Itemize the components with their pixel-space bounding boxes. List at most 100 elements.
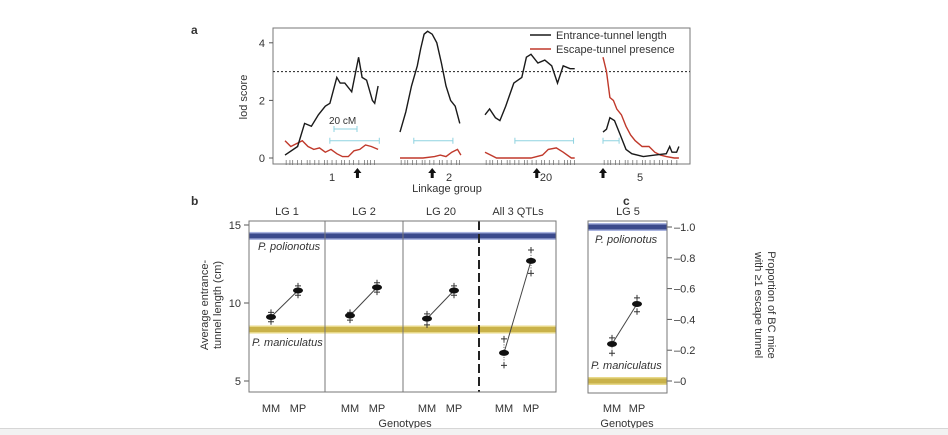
panel-label-c: c <box>623 194 630 208</box>
genotype-effect-line <box>611 303 638 345</box>
qtl-confidence-interval <box>329 137 380 144</box>
genotype-tick-label: MM <box>603 403 621 415</box>
facet-title: LG 20 <box>426 206 456 218</box>
panel-a-x-label: Linkage group <box>412 183 482 195</box>
panel-c-y-label-line1: Proportion of BC mice <box>765 251 777 359</box>
y-tick-label: –0.6 <box>674 284 695 296</box>
genotype-tick-label: MP <box>629 403 646 415</box>
mean-point <box>632 301 642 307</box>
panel-c-title: LG 5 <box>616 206 640 218</box>
error-plus-marker <box>609 334 615 341</box>
mean-point <box>266 314 276 321</box>
entrance-tunnel-lod-curve-lg5 <box>602 116 680 158</box>
entrance-tunnel-lod-curve-lg2 <box>399 30 461 133</box>
error-plus-marker <box>634 308 640 315</box>
error-plus-marker <box>528 270 534 277</box>
y-tick-label: –0.8 <box>674 253 695 265</box>
y-tick-label: –0 <box>674 376 686 388</box>
panel-a-frame <box>272 27 691 165</box>
entrance-tunnel-lod-curve-lg1 <box>284 57 379 156</box>
label-p-polionotus-b: P. polionotus <box>258 241 321 253</box>
mean-point <box>293 287 303 294</box>
panel-b-y-label-line1: Average entrance- <box>199 260 211 351</box>
genotype-tick-label: MM <box>262 403 280 415</box>
linkage-group-label: 5 <box>637 172 643 184</box>
linkage-group-label: 20 <box>540 172 552 184</box>
scale-bar-label: 20 cM <box>329 116 356 127</box>
panel-c-genotype-plot: LG 5 Proportion of BC mice with ≥1 escap… <box>587 206 777 430</box>
panel-c-y-label-line2: with ≥1 escape tunnel <box>752 251 764 358</box>
genotype-tick-label: MP <box>446 403 463 415</box>
escape-tunnel-lod-curve-lg5 <box>602 57 679 159</box>
qtl-arrow-icon <box>428 168 437 178</box>
genotype-effect-line <box>270 290 299 318</box>
error-plus-marker <box>424 321 430 328</box>
legend-entrance-tunnel-length: Entrance-tunnel length <box>556 30 667 42</box>
scale-bar-20cm <box>333 126 358 132</box>
panel-c-frame <box>587 220 668 394</box>
qtl-confidence-interval <box>413 137 454 144</box>
bottom-scroll-strip <box>0 428 948 435</box>
escape-tunnel-lod-curve-lg2 <box>400 148 462 159</box>
p-maniculatus-line <box>588 378 667 384</box>
genotype-tick-label: MP <box>290 403 307 415</box>
label-p-maniculatus-c: P. maniculatus <box>591 360 662 372</box>
genotype-effect-line <box>349 287 378 316</box>
mean-point <box>449 287 459 294</box>
qtl-confidence-interval <box>602 137 620 144</box>
mean-point <box>526 257 536 264</box>
panel-a-y-label: lod score <box>238 75 250 120</box>
panel-b-x-label: Genotypes <box>378 418 432 430</box>
legend-escape-tunnel-presence: Escape-tunnel presence <box>556 44 675 56</box>
facet-title: LG 1 <box>275 206 299 218</box>
facet-title: LG 2 <box>352 206 376 218</box>
escape-tunnel-lod-curve-lg1 <box>284 139 379 158</box>
facet-title: All 3 QTLs <box>492 206 544 218</box>
qtl-arrow-icon <box>532 168 541 178</box>
mean-point <box>422 315 432 322</box>
qtl-arrow-icon <box>353 168 362 178</box>
panel-b-frame <box>248 220 557 393</box>
y-tick-label: –1.0 <box>674 222 695 234</box>
genotype-tick-label: MM <box>418 403 436 415</box>
linkage-group-label: 2 <box>446 172 452 184</box>
error-plus-marker <box>634 294 640 301</box>
error-plus-marker <box>528 246 534 253</box>
y-tick-label: –0.2 <box>674 345 695 357</box>
linkage-group-label: 1 <box>329 172 335 184</box>
mean-point <box>372 284 382 291</box>
label-p-polionotus-c: P. polionotus <box>595 234 658 246</box>
panel-c-x-label: Genotypes <box>600 418 654 430</box>
mean-point <box>345 312 355 319</box>
genotype-tick-label: MM <box>495 403 513 415</box>
panel-label-b: b <box>191 194 198 208</box>
y-tick-label: 4 <box>259 38 265 50</box>
panel-b-y-label-line2: tunnel length (cm) <box>212 261 224 349</box>
y-tick-label: 15 <box>229 220 241 232</box>
genotype-tick-label: MP <box>523 403 540 415</box>
genotype-effect-line <box>426 290 455 319</box>
qtl-confidence-interval <box>514 137 575 144</box>
y-tick-label: 10 <box>229 298 241 310</box>
mean-point <box>499 349 509 356</box>
y-tick-label: 2 <box>259 95 265 107</box>
error-plus-marker <box>609 350 615 357</box>
genotype-effect-line <box>503 260 532 354</box>
y-tick-label: 5 <box>235 376 241 388</box>
genotype-tick-label: MP <box>369 403 386 415</box>
y-tick-label: 0 <box>259 153 265 165</box>
p-polionotus-line <box>588 224 667 230</box>
panel-b-genotype-plot: Average entrance- tunnel length (cm) Gen… <box>199 206 557 430</box>
error-plus-marker <box>501 335 507 342</box>
entrance-tunnel-lod-curve-lg20 <box>484 53 575 122</box>
genotype-tick-label: MM <box>341 403 359 415</box>
escape-tunnel-lod-curve-lg20 <box>484 147 575 159</box>
qtl-arrow-icon <box>599 168 607 178</box>
label-p-maniculatus-b: P. maniculatus <box>252 337 323 349</box>
y-tick-label: –0.4 <box>674 314 695 326</box>
panel-label-a: a <box>191 23 198 37</box>
error-plus-marker <box>501 362 507 369</box>
mean-point <box>607 341 617 348</box>
